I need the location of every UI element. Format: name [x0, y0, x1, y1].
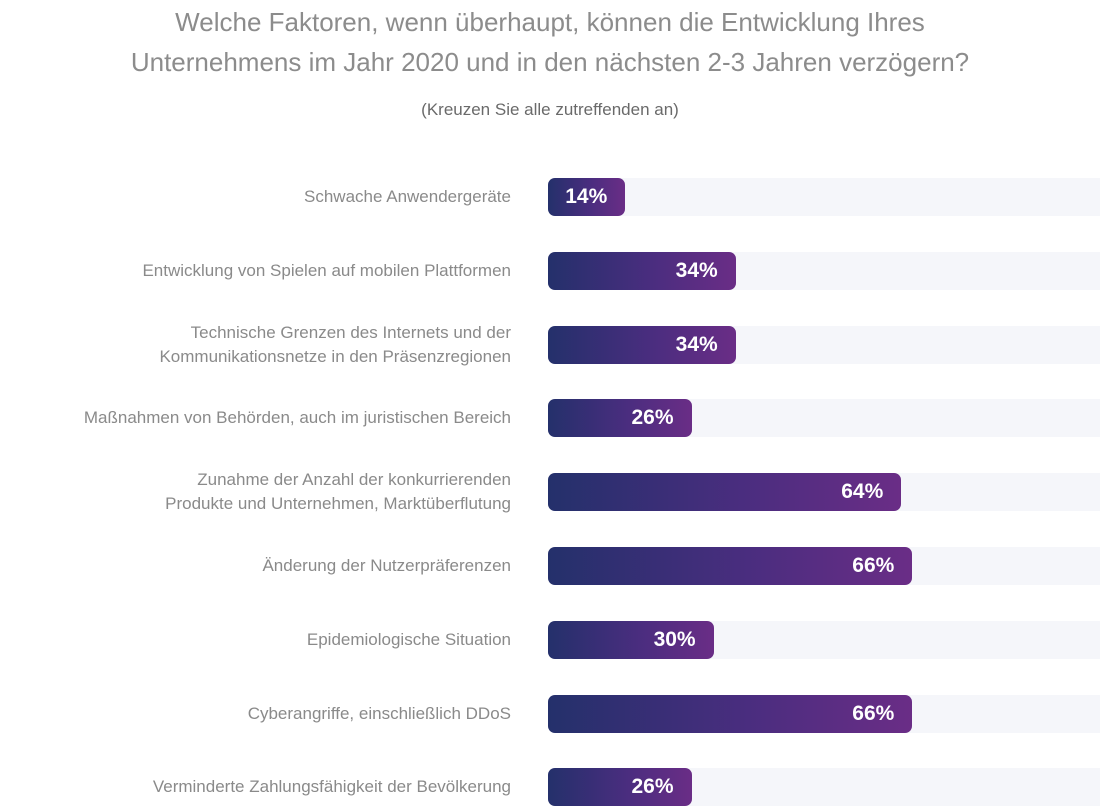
- category-label: Epidemiologische Situation: [0, 628, 511, 652]
- bar-row: Entwicklung von Spielen auf mobilen Plat…: [0, 252, 1100, 290]
- category-label-line: Cyberangriffe, einschließlich DDoS: [247, 704, 511, 723]
- bar-value-label: 26%: [631, 406, 674, 429]
- chart-title-line-2: Unternehmens im Jahr 2020 und in den näc…: [130, 47, 970, 77]
- category-label-line: Maßnahmen von Behörden, auch im juristis…: [83, 408, 511, 427]
- category-label: Maßnahmen von Behörden, auch im juristis…: [0, 406, 511, 430]
- category-label-line: Technische Grenzen des Internets und der: [190, 323, 511, 342]
- category-label: Entwicklung von Spielen auf mobilen Plat…: [0, 259, 511, 283]
- bar: 66%: [548, 695, 913, 733]
- category-label: Technische Grenzen des Internets und der…: [0, 321, 511, 369]
- bar: 66%: [548, 547, 913, 585]
- bar-row: Zunahme der Anzahl der konkurrierenden Pr…: [0, 470, 1100, 513]
- bar-row: Maßnahmen von Behörden, auch im juristis…: [0, 399, 1100, 437]
- category-label-line: Kommunikationsnetze in den Präsenzregion…: [159, 347, 511, 366]
- bar-value-label: 14%: [565, 185, 608, 208]
- bar: 30%: [548, 621, 714, 659]
- category-label: Schwache Anwendergeräte: [0, 185, 511, 209]
- bar: 26%: [548, 399, 692, 437]
- bar-row: Technische Grenzen des Internets und der…: [0, 323, 1100, 366]
- category-label-line: Schwache Anwendergeräte: [304, 187, 511, 206]
- bar-value-label: 66%: [852, 702, 895, 725]
- bar-value-label: 34%: [675, 333, 718, 356]
- chart-title: Welche Faktoren, wenn überhaupt, können …: [0, 2, 1100, 82]
- bar: 34%: [548, 326, 736, 364]
- bar-value-label: 30%: [653, 628, 696, 651]
- bar-value-label: 66%: [852, 554, 895, 577]
- bar-value-label: 26%: [631, 775, 674, 798]
- category-label: Verminderte Zahlungsfähigkeit der Bevölk…: [0, 775, 511, 799]
- bar-value-label: 34%: [675, 259, 718, 282]
- bar-row: Änderung der Nutzerpräferenzen 66%: [0, 547, 1100, 585]
- bar-row: Schwache Anwendergeräte 14%: [0, 178, 1100, 216]
- bar-row: Cyberangriffe, einschließlich DDoS 66%: [0, 695, 1100, 733]
- category-label-line: Änderung der Nutzerpräferenzen: [262, 556, 511, 575]
- category-label-line: Verminderte Zahlungsfähigkeit der Bevölk…: [152, 777, 511, 796]
- bar-row: Epidemiologische Situation 30%: [0, 621, 1100, 659]
- category-label: Änderung der Nutzerpräferenzen: [0, 554, 511, 578]
- category-label-line: Epidemiologische Situation: [306, 630, 511, 649]
- category-label-line: Zunahme der Anzahl der konkurrierenden: [197, 470, 511, 489]
- bar-row: Verminderte Zahlungsfähigkeit der Bevölk…: [0, 768, 1100, 806]
- category-label-line: Entwicklung von Spielen auf mobilen Plat…: [142, 261, 511, 280]
- category-label: Cyberangriffe, einschließlich DDoS: [0, 702, 511, 726]
- category-label: Zunahme der Anzahl der konkurrierenden Pr…: [0, 468, 511, 516]
- bar-value-label: 64%: [841, 480, 884, 503]
- chart-subtitle: (Kreuzen Sie alle zutreffenden an): [421, 100, 679, 119]
- category-label-line: Produkte und Unternehmen, Marktüberflutu…: [165, 494, 511, 513]
- bar: 64%: [548, 473, 902, 511]
- bar: 34%: [548, 252, 736, 290]
- bar: 26%: [548, 768, 692, 806]
- chart-title-line-1: Welche Faktoren, wenn überhaupt, können …: [175, 7, 925, 37]
- bar-track: [548, 178, 1100, 216]
- bar: 14%: [548, 178, 626, 216]
